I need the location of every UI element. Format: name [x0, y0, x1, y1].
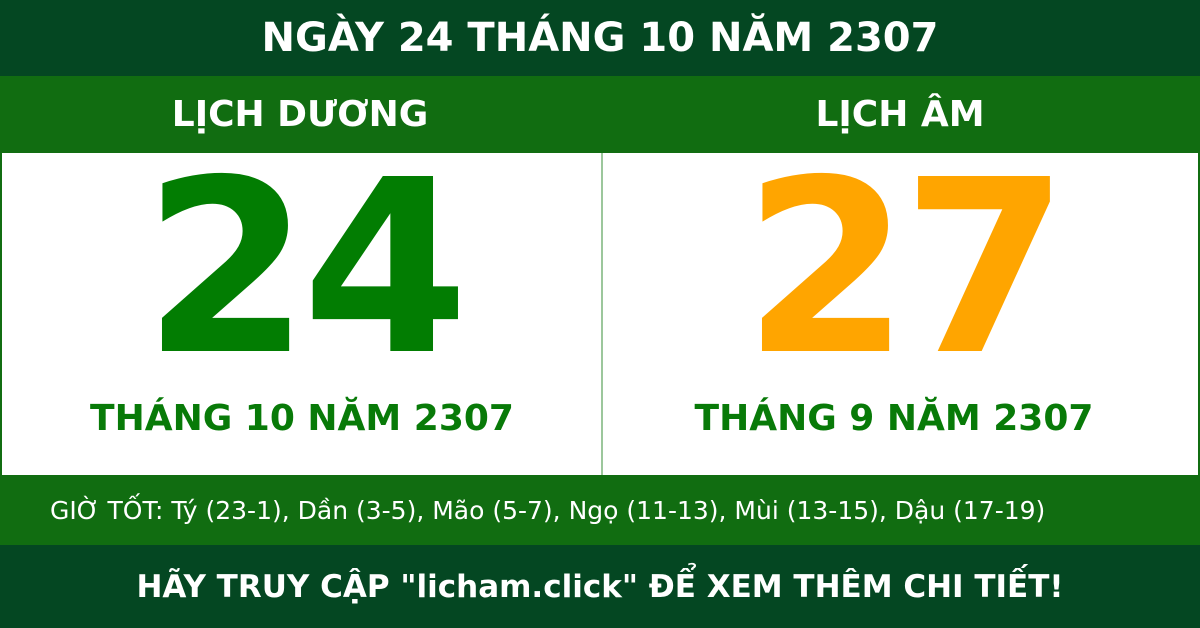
lunar-day: 27	[743, 128, 1069, 408]
calendar-panel: 24 THÁNG 10 NĂM 2307 27 THÁNG 9 NĂM 2307	[0, 128, 1200, 475]
solar-day: 24	[143, 128, 469, 408]
solar-month-year: THÁNG 10 NĂM 2307	[90, 398, 514, 439]
lunar-label: LỊCH ÂM	[815, 94, 985, 135]
good-hours: GIỜ TỐT: Tý (23-1), Dần (3-5), Mão (5-7)…	[0, 475, 1200, 545]
divider	[601, 153, 603, 475]
solar-label: LỊCH DƯƠNG	[171, 94, 429, 135]
page-title: NGÀY 24 THÁNG 10 NĂM 2307	[0, 0, 1200, 76]
lunar-month-year: THÁNG 9 NĂM 2307	[694, 398, 1094, 439]
calendar-labels: LỊCH DƯƠNG LỊCH ÂM	[0, 76, 1200, 153]
footer-cta: HÃY TRUY CẬP "licham.click" ĐỂ XEM THÊM …	[0, 545, 1200, 628]
